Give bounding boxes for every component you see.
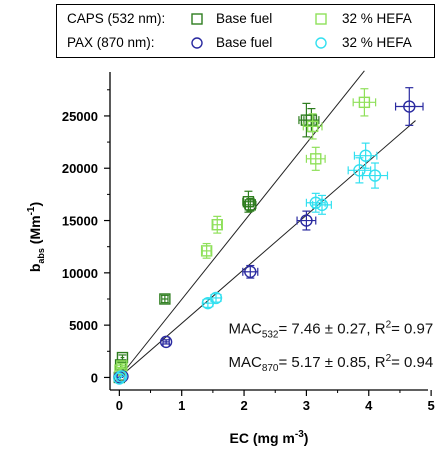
circle-marker [359,149,372,162]
square-marker [310,153,322,165]
y-tick-label: 5000 [69,318,98,333]
circle-marker [368,169,382,182]
circle-marker [115,370,128,383]
data-point [303,108,320,133]
square-marker [358,96,371,109]
x-tick-label: 0 [116,398,123,413]
square-marker [159,293,171,305]
legend-marker-pax-base [191,37,203,49]
square-marker [306,120,319,133]
circle-marker [209,291,223,305]
data-point [159,293,171,305]
legend-marker-pax-hefa [315,37,327,49]
circle-marker [244,265,257,278]
fit-annotation-0: MAC532= 7.46 ± 0.27, R2= 0.97 [228,320,433,341]
y-axis-label: babs (Mm-1) [26,202,46,272]
legend-label-pax: PAX (870 nm): [67,35,155,50]
x-tick-label: 2 [240,398,247,413]
data-point [201,296,215,310]
data-point [200,242,213,259]
y-tick-label: 25000 [62,109,98,124]
legend-marker-caps-hefa [315,13,327,25]
data-point [305,146,326,171]
circle-marker [353,164,366,177]
legend: CAPS (532 nm): Base fuel 32 % HEFA PAX (… [56,4,435,58]
square-marker [211,219,223,231]
circle-marker [300,214,313,227]
data-point [113,372,126,385]
square-marker [114,364,126,376]
y-tick-label: 10000 [62,266,98,281]
x-tick-label: 4 [365,398,373,413]
square-marker [242,196,255,208]
data-point [361,162,389,189]
data-point [116,351,129,364]
annotations: MAC532= 7.46 ± 0.27, R2= 0.97 MAC870= 5.1… [228,320,433,374]
x-tick-label: 1 [178,398,185,413]
data-point [296,210,317,231]
legend-entry-caps-hefa: 32 % HEFA [342,11,412,26]
fit-line-0 [118,70,365,378]
data-point [115,370,128,383]
fit-annotation-1: MAC870= 5.17 ± 0.85, R2= 0.94 [228,353,433,374]
square-marker [200,245,213,257]
data-point [352,88,377,117]
data-point [394,87,424,126]
data-point [211,215,223,234]
data-point [159,335,173,349]
legend-entry-pax-hefa: 32 % HEFA [342,35,412,50]
y-tick-label: 0 [91,370,98,385]
data-point [242,264,259,279]
square-marker [116,351,129,364]
legend-entry-caps-base: Base fuel [216,11,273,26]
circle-marker [309,196,322,209]
x-axis-label: EC (mg m-3) [230,429,309,446]
square-marker [305,114,318,126]
circle-marker [159,335,173,349]
x-tick-label: 5 [428,398,435,413]
x-tick-label: 3 [303,398,310,413]
legend-entry-pax-base: Base fuel [216,35,273,50]
y-tick-label: 20000 [62,161,98,176]
data-point [353,142,378,169]
legend-marker-caps-base [191,13,203,25]
data-point [347,157,372,184]
square-marker [244,199,256,211]
circle-marker [315,198,329,212]
legend-label-caps: CAPS (532 nm): [67,11,166,26]
data-point [312,194,332,215]
data-point [209,291,223,305]
y-tick-label: 15000 [62,214,98,229]
data-point [302,113,323,140]
circle-marker [113,372,126,385]
data-points [113,87,424,385]
data-point [244,197,257,212]
axes: 0 1 2 3 4 5 0 5000 10000 15000 20000 25000 [62,72,435,413]
circle-marker [403,100,416,113]
